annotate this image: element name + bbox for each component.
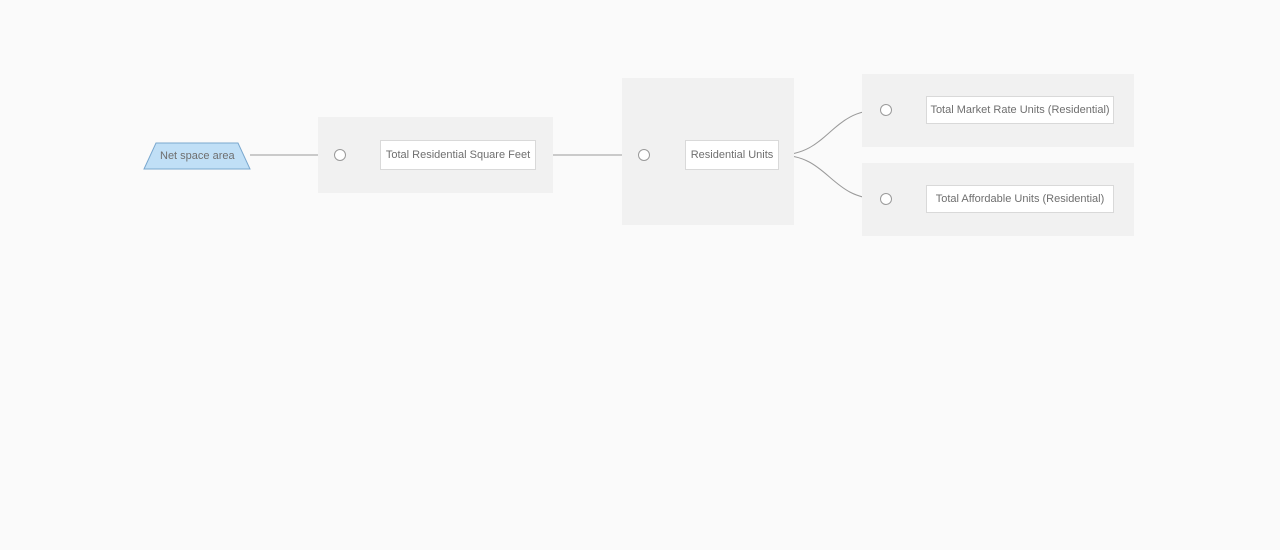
flow-node-label: Total Market Rate Units (Residential) bbox=[930, 104, 1109, 116]
input-node-label: Net space area bbox=[160, 150, 235, 162]
connection-port[interactable] bbox=[880, 193, 892, 205]
flow-node[interactable]: Total Residential Square Feet bbox=[380, 140, 536, 170]
flow-node-label: Total Residential Square Feet bbox=[386, 149, 530, 161]
connection-port[interactable] bbox=[638, 149, 650, 161]
flow-node-label: Total Affordable Units (Residential) bbox=[936, 193, 1105, 205]
flow-node-label: Residential Units bbox=[691, 149, 774, 161]
flow-node[interactable]: Total Affordable Units (Residential) bbox=[926, 185, 1114, 213]
flow-node[interactable]: Residential Units bbox=[685, 140, 779, 170]
connection-port[interactable] bbox=[880, 104, 892, 116]
diagram-canvas: Total Residential Square Feet Residential… bbox=[0, 0, 1280, 550]
flow-node[interactable]: Total Market Rate Units (Residential) bbox=[926, 96, 1114, 124]
connection-port[interactable] bbox=[334, 149, 346, 161]
